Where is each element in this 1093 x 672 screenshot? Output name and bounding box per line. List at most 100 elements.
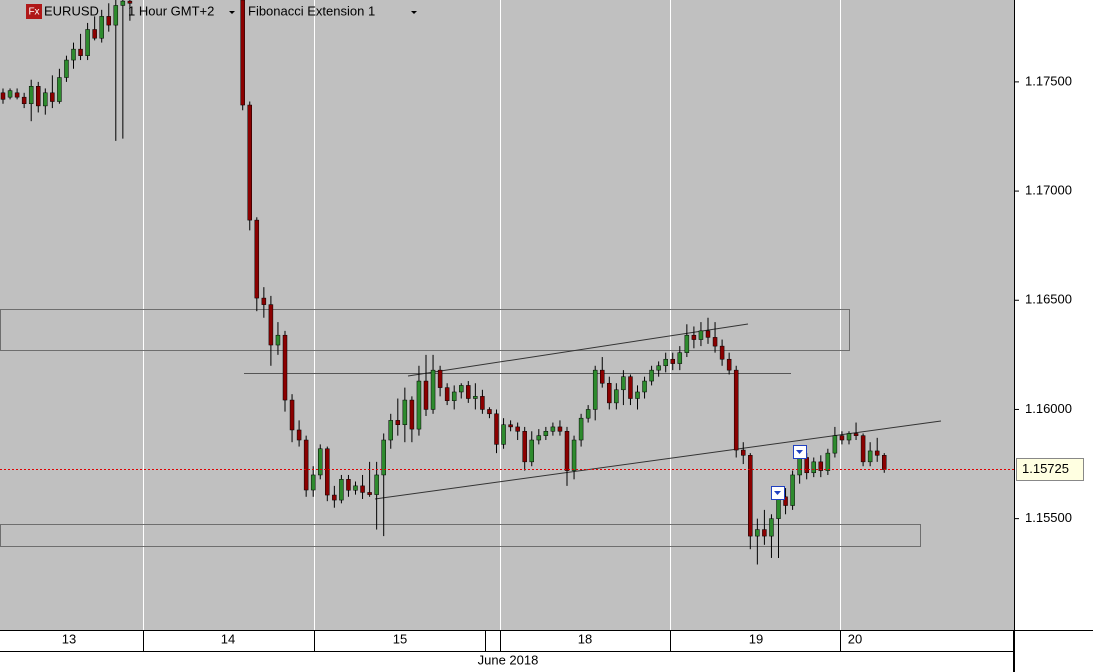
candle-body	[381, 439, 386, 476]
candle-body	[797, 457, 802, 476]
candle-body	[776, 496, 781, 519]
candle-body	[275, 334, 281, 346]
zone-rectangle[interactable]	[0, 524, 921, 547]
candle-body	[839, 435, 845, 441]
candle-body	[536, 435, 542, 441]
candle-body	[332, 494, 337, 501]
candle-body	[698, 330, 704, 340]
candle-body	[360, 485, 365, 493]
candle-body	[0, 92, 6, 100]
candle-body	[57, 77, 62, 102]
candle-body	[466, 385, 471, 399]
trend-line[interactable]	[407, 323, 749, 377]
candle-body	[825, 452, 831, 471]
candle-body	[853, 433, 859, 436]
candle-body	[677, 352, 683, 364]
price-axis-bg	[1014, 0, 1093, 672]
candle-body	[790, 474, 795, 506]
candle-body	[21, 96, 27, 104]
candle-body	[557, 426, 563, 432]
candle-body	[318, 448, 323, 476]
candle-body	[282, 334, 288, 401]
candles	[0, 0, 887, 565]
candle-body	[726, 358, 732, 371]
candle-body	[600, 369, 605, 384]
candle-body	[289, 399, 295, 431]
candle-body	[529, 439, 534, 463]
trade-markers[interactable]	[771, 445, 807, 500]
drawing-objects[interactable]	[0, 309, 942, 547]
candle-body	[430, 369, 436, 410]
chart-header[interactable]: Fx EURUSD 1 Hour GMT+2 Fibonacci Extensi…	[26, 3, 417, 19]
y-tick-label: 1.17000	[1025, 183, 1072, 198]
candle-body	[261, 297, 267, 305]
y-tick-label: 1.16000	[1025, 401, 1072, 416]
candle-body	[705, 330, 711, 338]
candle-body	[564, 431, 570, 471]
candle-body	[36, 86, 41, 107]
candle-body	[353, 485, 358, 491]
candle-body	[254, 219, 260, 299]
last-price-box	[1016, 457, 1084, 481]
trend-line[interactable]	[374, 420, 942, 500]
candle-body	[92, 29, 97, 39]
candle-body	[656, 365, 661, 371]
candle-body	[515, 426, 520, 432]
candle-body	[882, 455, 887, 470]
symbol[interactable]: EURUSD	[44, 3, 99, 18]
y-tick-label: 1.17500	[1025, 73, 1072, 88]
candle-body	[607, 382, 612, 404]
candle-body	[99, 16, 104, 39]
candle-body	[113, 5, 119, 26]
dropdown-arrow[interactable]	[229, 11, 235, 14]
candle-body	[43, 92, 48, 107]
candle-body	[762, 529, 767, 537]
dropdown-arrow[interactable]	[411, 11, 417, 14]
candle-body	[28, 86, 34, 104]
candle-body	[670, 358, 675, 364]
candle-body	[402, 399, 408, 425]
candle-body	[691, 334, 697, 340]
candle-body	[733, 369, 739, 451]
icon-label: Fx	[28, 7, 39, 18]
day-label: 15	[393, 631, 407, 646]
candle-body	[712, 337, 718, 347]
candle-body	[7, 90, 13, 98]
candle-body	[783, 496, 788, 506]
candle-body	[550, 426, 556, 432]
candle-body	[339, 479, 344, 501]
candle-body	[543, 431, 549, 436]
candle-body	[388, 420, 393, 441]
candle-body	[592, 369, 598, 410]
month-label: June 2018	[478, 652, 539, 667]
candle-body	[346, 479, 351, 491]
zone-rectangle[interactable]	[0, 309, 850, 351]
timeframe[interactable]: 1 Hour GMT+2	[128, 3, 214, 18]
candle-body	[14, 92, 20, 98]
tool-name[interactable]: Fibonacci Extension 1	[248, 3, 375, 18]
y-tick-label: 1.16500	[1025, 292, 1072, 307]
candle-body	[494, 413, 499, 445]
candle-body	[325, 448, 330, 496]
candle-body	[473, 396, 478, 399]
candle-body	[120, 0, 126, 6]
candle-body	[860, 435, 866, 463]
candle-body	[621, 376, 626, 391]
candle-body	[416, 380, 422, 430]
candle-body	[367, 492, 372, 495]
candle-body	[719, 345, 725, 360]
candle-body	[769, 518, 774, 537]
candle-body	[649, 369, 654, 382]
candle-body	[71, 48, 76, 61]
candle-body	[310, 474, 316, 491]
candle-body	[501, 424, 506, 445]
candle-body	[874, 450, 880, 456]
candle-body	[459, 385, 464, 393]
candle-body	[106, 16, 111, 26]
candle-body	[444, 387, 450, 401]
candle-body	[296, 429, 302, 441]
candle-body	[127, 0, 133, 4]
candle-body	[578, 417, 584, 441]
candle-body	[395, 420, 401, 425]
